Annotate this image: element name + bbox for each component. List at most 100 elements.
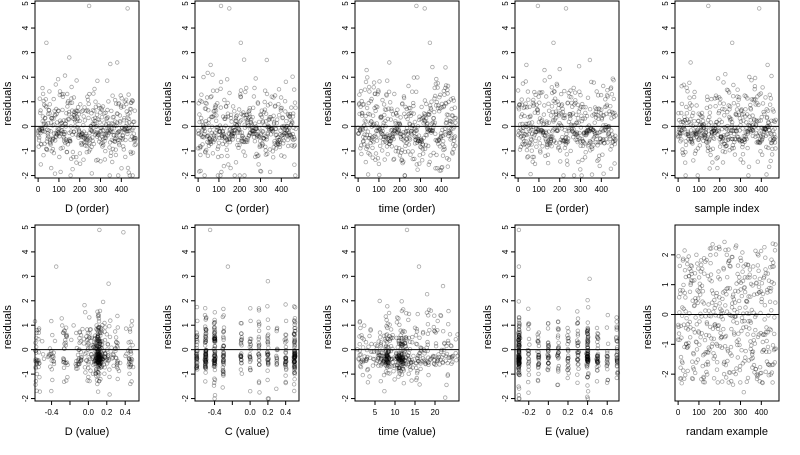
y-tick-label: 3 <box>341 274 350 279</box>
data-point <box>605 326 609 330</box>
data-point <box>752 333 756 337</box>
x-tick-label: 0.0 <box>83 408 95 417</box>
data-point <box>370 342 374 346</box>
x-tick-label: 400 <box>755 408 769 417</box>
x-tick-label: 0.6 <box>602 408 614 417</box>
x-tick-label: 0.2 <box>562 408 574 417</box>
data-point <box>242 58 246 62</box>
y-tick-label: 1 <box>181 322 190 327</box>
data-point <box>59 170 63 174</box>
data-point <box>65 92 69 96</box>
data-point <box>126 166 130 170</box>
data-point <box>74 331 78 335</box>
y-tick-label: 5 <box>181 225 190 230</box>
data-point <box>447 309 451 313</box>
data-point <box>724 376 728 380</box>
data-point <box>576 317 580 321</box>
y-tick-label: 3 <box>21 274 30 279</box>
data-point <box>722 81 726 85</box>
data-point <box>454 351 458 355</box>
data-point <box>538 101 542 105</box>
data-point <box>697 276 701 280</box>
y-tick-label: 5 <box>501 1 510 6</box>
x-tick-label: 0.4 <box>582 408 594 417</box>
data-point <box>552 41 556 45</box>
data-point <box>683 291 687 295</box>
data-point <box>210 95 214 99</box>
data-point <box>735 367 739 371</box>
data-point <box>680 102 684 106</box>
data-point <box>98 228 102 232</box>
data-point <box>66 375 70 379</box>
data-point <box>708 167 712 171</box>
data-point <box>688 336 692 340</box>
y-tick-label: 1 <box>21 99 30 104</box>
data-point <box>569 117 573 121</box>
data-point <box>114 153 118 157</box>
data-point <box>586 384 590 388</box>
data-point <box>75 79 79 83</box>
data-point <box>233 109 237 113</box>
data-point <box>709 121 713 125</box>
data-point <box>293 163 297 167</box>
data-point <box>362 324 366 328</box>
data-point <box>696 174 700 178</box>
data-point <box>407 318 411 322</box>
data-point <box>219 87 223 91</box>
data-point <box>371 114 375 118</box>
x-tick-label: 0.0 <box>245 408 257 417</box>
x-axis-label: time (order) <box>379 203 436 215</box>
data-point <box>559 92 563 96</box>
data-point <box>765 339 769 343</box>
data-point <box>570 105 574 109</box>
data-point <box>79 103 83 107</box>
data-point <box>94 100 98 104</box>
data-point <box>58 155 62 159</box>
data-point <box>606 313 610 317</box>
data-point <box>78 162 82 166</box>
data-point <box>721 297 725 301</box>
data-point <box>92 142 96 146</box>
data-point <box>386 152 390 156</box>
data-point <box>711 243 715 247</box>
data-point <box>104 149 108 153</box>
data-point <box>103 158 107 162</box>
data-point <box>615 320 619 324</box>
data-point <box>364 80 368 84</box>
y-tick-label: 1 <box>341 322 350 327</box>
data-point <box>698 144 702 148</box>
data-point <box>528 343 532 347</box>
data-point <box>684 174 688 178</box>
data-point <box>678 264 682 268</box>
data-point <box>83 303 87 307</box>
x-axis-label: E (order) <box>545 203 588 215</box>
data-point <box>684 296 688 300</box>
data-point <box>709 253 713 257</box>
data-point <box>735 310 739 314</box>
data-point <box>41 92 45 96</box>
data-point <box>423 99 427 103</box>
data-point <box>83 106 87 110</box>
data-point <box>693 331 697 335</box>
y-tick-label: -2 <box>181 394 190 402</box>
y-tick-label: 3 <box>661 50 670 55</box>
data-point <box>737 299 741 303</box>
data-point <box>722 102 726 106</box>
y-tick-label: 4 <box>341 249 350 254</box>
data-point <box>130 324 134 328</box>
data-point <box>732 320 736 324</box>
data-point <box>248 389 252 393</box>
y-tick-label: -1 <box>341 370 350 378</box>
data-point <box>275 118 279 122</box>
data-point <box>83 310 87 314</box>
data-point <box>566 163 570 167</box>
data-point <box>251 106 255 110</box>
data-point <box>684 143 688 147</box>
data-point <box>760 281 764 285</box>
data-point <box>713 298 717 302</box>
data-point <box>257 329 261 333</box>
x-tick-label: 0.4 <box>280 408 292 417</box>
data-point <box>769 97 773 101</box>
data-point <box>209 63 213 67</box>
